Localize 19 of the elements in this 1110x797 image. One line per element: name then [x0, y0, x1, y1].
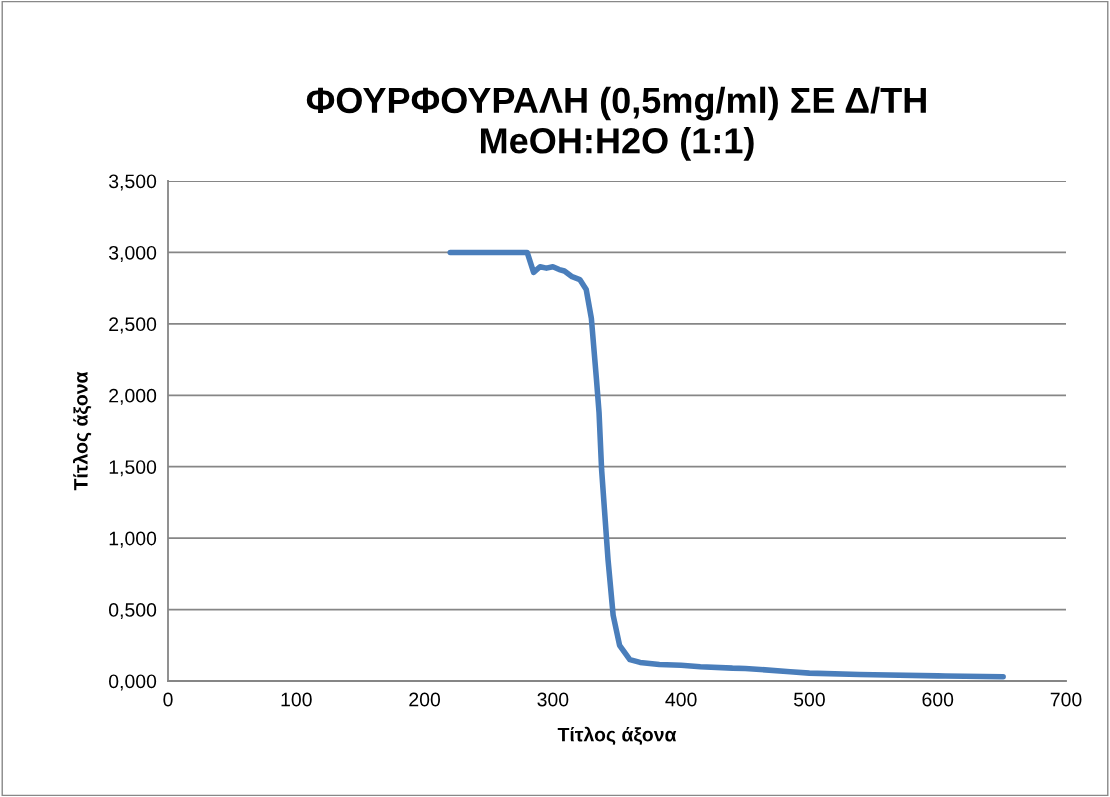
x-tick-label: 400 [665, 692, 697, 707]
y-axis-title: Τίτλος άξονα [72, 371, 92, 491]
y-tick-label: 2,000 [109, 388, 157, 405]
x-tick-label: 300 [537, 692, 569, 707]
y-tick-label: 0,000 [108, 674, 157, 691]
x-tick-label: 700 [1050, 692, 1082, 707]
y-tick-label: 1,000 [109, 531, 157, 548]
x-axis-title: Τίτλος άξονα [557, 726, 677, 746]
x-tick-label: 200 [409, 692, 441, 707]
y-tick-label: 2,500 [109, 317, 157, 334]
x-tick-label: 600 [922, 692, 954, 707]
chart-title: ΦΟΥΡΦΟΥΡΑΛΗ (0,5mg/ml) ΣΕ Δ/ΤΗ MeOH:H2O (1:1) [306, 86, 926, 161]
x-tick-label: 500 [793, 692, 825, 707]
x-tick-label: 100 [281, 692, 312, 707]
y-tick-label: 1,500 [109, 460, 157, 477]
y-tick-label: 3,500 [108, 174, 157, 191]
y-tick-label: 3,000 [108, 245, 157, 262]
y-tick-label: 0,500 [108, 603, 157, 620]
x-tick-label: 0 [163, 692, 173, 707]
